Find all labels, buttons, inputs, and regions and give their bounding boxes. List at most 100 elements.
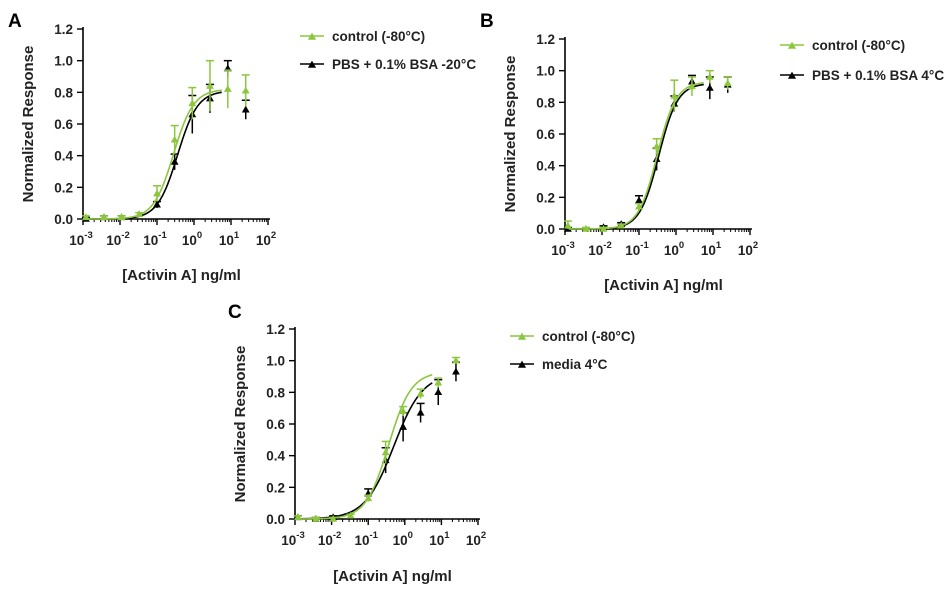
x-tick-label: 102	[466, 530, 486, 548]
x-tick-label-exponent: 2	[271, 230, 276, 241]
legend-marker	[517, 332, 527, 340]
data-point	[416, 408, 425, 416]
x-tick-label: 10-2	[588, 240, 611, 258]
fit-curve	[568, 83, 704, 230]
legend-marker	[787, 41, 797, 49]
data-point	[135, 210, 144, 217]
fit-curve	[86, 91, 222, 220]
series-control	[81, 59, 250, 221]
data-point	[688, 82, 696, 90]
y-tick-label: 1.2	[266, 322, 285, 337]
fit-curve	[298, 382, 433, 520]
x-tick-label-base: 10	[182, 233, 197, 248]
data-point	[293, 513, 302, 521]
panel-b: B0.00.20.40.60.81.01.210-3 10-2 10-1 100 101…	[480, 11, 944, 294]
x-tick-label: 101	[701, 240, 722, 258]
data-point	[452, 356, 460, 364]
fit-curve	[86, 89, 222, 220]
data-point	[188, 99, 197, 107]
panel-a: A0.00.20.40.60.81.01.210-3 10-2 10-1 100 101…	[8, 11, 476, 284]
x-tick-label: 10-2	[106, 230, 129, 248]
x-tick-label-exponent: -3	[296, 530, 304, 541]
x-tick-label-exponent: 1	[234, 230, 240, 241]
x-tick-label-exponent: -3	[566, 240, 574, 251]
x-tick-label-base: 10	[256, 233, 271, 248]
legend-item: control (-80°C)	[780, 38, 905, 53]
x-tick-label-exponent: -3	[84, 230, 92, 241]
legend-marker	[517, 360, 527, 368]
x-tick-label-base: 10	[429, 533, 444, 548]
data-point	[635, 196, 643, 204]
y-tick-label: 0.8	[54, 85, 73, 100]
x-tick-label-base: 10	[106, 233, 121, 248]
y-tick-label: 1.2	[536, 32, 555, 47]
x-tick-label-base: 10	[701, 243, 716, 258]
panel-label: A	[8, 11, 22, 32]
x-tick-label: 102	[256, 230, 276, 248]
x-tick-label-exponent: 2	[481, 530, 486, 541]
legend: control (-80°C) media 4°C	[510, 329, 635, 372]
x-tick-label-base: 10	[69, 233, 84, 248]
series-control	[293, 356, 460, 522]
data-point	[241, 105, 250, 113]
data-point	[223, 85, 232, 92]
legend-label: control (-80°C)	[812, 38, 905, 53]
data-point	[206, 81, 214, 89]
data-point	[311, 514, 320, 522]
x-tick-label: 10-1	[354, 530, 378, 548]
x-tick-label-exponent: -2	[333, 530, 341, 541]
data-point	[705, 72, 714, 80]
y-tick-label: 0.4	[266, 449, 285, 464]
x-tick-label: 10-3	[281, 530, 304, 548]
x-tick-label-base: 10	[466, 533, 481, 548]
legend: control (-80°C) PBS + 0.1% BSA 4°C	[780, 38, 944, 83]
x-tick-label-exponent: 0	[197, 230, 202, 241]
data-point	[329, 514, 338, 522]
y-tick-label: 1.2	[54, 22, 73, 37]
data-point	[82, 213, 90, 221]
x-tick-label: 100	[664, 240, 684, 258]
legend-label: control (-80°C)	[332, 29, 425, 44]
data-point	[364, 494, 373, 502]
y-tick-label: 0.2	[536, 190, 555, 205]
x-tick-label-base: 10	[318, 533, 333, 548]
x-tick-label-exponent: 1	[716, 240, 722, 251]
y-tick-label: 0.2	[266, 480, 285, 495]
y-tick-label: 0.0	[266, 512, 285, 527]
x-tick-label-base: 10	[393, 533, 408, 548]
y-tick-label: 0.6	[266, 417, 285, 432]
series-test	[81, 59, 250, 222]
fit-curve	[568, 82, 704, 230]
data-point	[416, 389, 425, 397]
data-point	[346, 511, 355, 519]
x-tick-label-exponent: -1	[640, 240, 649, 251]
y-axis-title: Normalized Response	[232, 346, 249, 503]
legend-item: control (-80°C)	[300, 29, 425, 44]
fit-curve	[298, 374, 433, 520]
legend-label: control (-80°C)	[542, 329, 635, 344]
legend: control (-80°C) PBS + 0.1% BSA -20°C	[300, 29, 476, 72]
legend-label: PBS + 0.1% BSA -20°C	[332, 57, 476, 72]
y-tick-label: 0.8	[266, 385, 285, 400]
series-test	[293, 361, 460, 522]
x-tick-label: 10-1	[143, 230, 167, 248]
x-axis-title: [Activin A] ng/ml	[604, 277, 723, 294]
data-point	[399, 407, 408, 415]
data-point	[381, 448, 390, 456]
x-tick-label: 101	[219, 230, 240, 248]
x-tick-label-base: 10	[551, 243, 566, 258]
data-point	[170, 135, 179, 143]
x-tick-label-exponent: 2	[753, 240, 758, 251]
y-tick-label: 0.6	[536, 127, 555, 142]
data-point	[723, 79, 732, 87]
x-tick-label-base: 10	[738, 243, 753, 258]
data-point	[434, 388, 443, 396]
data-point	[582, 224, 590, 232]
x-tick-label-base: 10	[219, 233, 234, 248]
x-tick-label-exponent: 1	[444, 530, 450, 541]
y-tick-label: 0.2	[54, 180, 73, 195]
series-test	[563, 74, 732, 232]
data-point	[241, 86, 250, 94]
x-tick-label: 10-1	[625, 240, 649, 258]
x-tick-label: 102	[738, 240, 758, 258]
